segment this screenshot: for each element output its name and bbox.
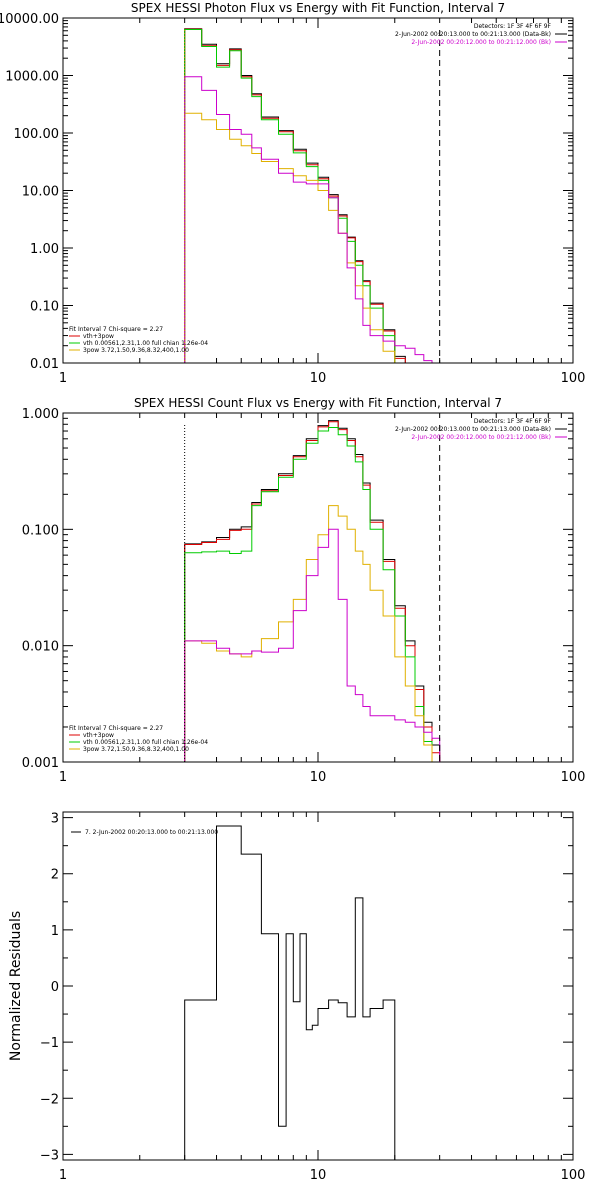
x-tick-label: 100 [561,770,586,785]
series-vth-3pow [184,28,406,363]
legend-entry: 3pow 3.72,1.50,9.36,8.32,400,1.00 [83,746,189,753]
legend-entry: 3pow 3.72,1.50,9.36,8.32,400,1.00 [83,347,189,354]
y-tick-label: 3 [51,812,59,827]
y-tick-label: 1.000 [22,407,59,422]
legend-entry: vth+3pow [83,732,114,739]
x-tick-label: 1 [59,371,67,386]
y-tick-label: −2 [40,1092,59,1107]
y-tick-label: 1 [51,924,59,939]
x-tick-label: 10 [310,1168,327,1183]
legend-entry: Fit Interval 7 Chi-square = 2.27 [69,326,163,333]
y-tick-label: 0 [51,980,59,995]
header-line: Detectors: 1F 3F 4F 6F 9F [474,23,552,30]
chart-panel-2: SPEX HESSI Count Flux vs Energy with Fit… [22,396,586,785]
legend-entry: vth 0.00561,2.31,1.00 full chian 1.26e-0… [83,340,208,347]
y-tick-label: 1.00 [30,242,59,257]
chart-panel-1: SPEX HESSI Photon Flux vs Energy with Fi… [0,1,586,386]
y-tick-label: 2 [51,868,59,883]
legend-entry: Fit Interval 7 Chi-square = 2.27 [69,725,163,732]
y-tick-label: 1000.00 [5,70,59,85]
plot-frame [62,412,574,763]
chart-title: SPEX HESSI Count Flux vs Energy with Fit… [134,396,502,410]
x-tick-label: 1 [59,1168,67,1183]
y-tick-label: 0.001 [22,756,59,771]
y-tick-label: 0.10 [30,300,59,315]
series-3pow [184,505,441,762]
y-tick-label: 100.00 [14,127,60,142]
y-tick-label: 0.01 [30,357,59,372]
series-bk [184,76,433,363]
x-tick-label: 10 [310,770,327,785]
series-vth [184,427,441,762]
header-line: 2-Jun-2002 00:20:12.000 to 00:21:12.000 … [411,434,551,441]
x-tick-label: 100 [561,1168,586,1183]
header-line: 2-Jun-2002 00:20:13.000 to 00:21:13.000 … [395,426,551,433]
plot-frame [62,811,574,1161]
legend-entry: 7. 2-Jun-2002 00:20:13.000 to 00:21:13.0… [85,829,218,836]
series-bk [184,528,441,762]
series-3pow [184,112,396,363]
y-tick-label: −3 [40,1148,59,1163]
y-tick-label: 0.010 [22,640,59,655]
y-tick-label: −1 [40,1036,59,1051]
series-vth-3pow [184,421,441,762]
series-vth [184,29,406,363]
y-axis-label: Normalized Residuals [8,911,24,1061]
chart-title: SPEX HESSI Photon Flux vs Energy with Fi… [131,1,505,15]
x-tick-label: 10 [310,371,327,386]
y-tick-label: 0.100 [22,523,59,538]
header-line: Detectors: 1F 3F 4F 6F 9F [474,418,552,425]
y-tick-label: 10000.00 [0,12,59,27]
series-residuals [184,825,396,1160]
legend-entry: vth 0.00561,2.31,1.00 full chian 1.26e-0… [83,739,208,746]
header-line: 2-Jun-2002 00:20:12.000 to 00:21:12.000 … [411,39,551,46]
legend-entry: vth+3pow [83,333,114,340]
series-data-bk [184,28,406,363]
y-tick-label: 10.00 [22,185,59,200]
header-line: 2-Jun-2002 00:20:13.000 to 00:21:13.000 … [395,31,551,38]
series-data-bk [184,420,441,762]
x-tick-label: 1 [59,770,67,785]
plot-frame [62,17,574,364]
x-tick-label: 100 [561,371,586,386]
